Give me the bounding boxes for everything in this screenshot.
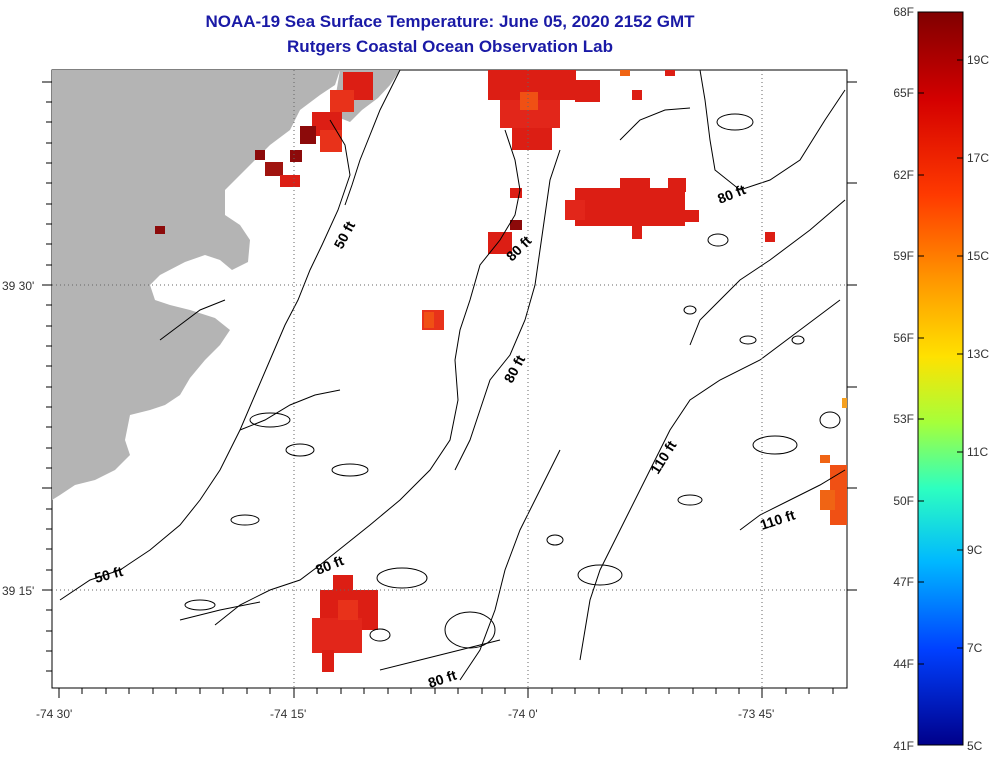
cbar-c-11: 11C xyxy=(967,445,988,459)
land-mass xyxy=(52,70,340,500)
bathymetry-contours xyxy=(59,70,846,681)
cbar-f-47: 47F xyxy=(893,575,914,589)
island-patch xyxy=(95,328,150,368)
lat-label-1: 39 30' xyxy=(2,279,34,293)
cbar-c-5: 5C xyxy=(967,739,983,753)
cbar-f-62: 62F xyxy=(893,168,914,182)
map-title: NOAA-19 Sea Surface Temperature: June 05… xyxy=(205,12,695,31)
cbar-c-7: 7C xyxy=(967,641,983,655)
lat-label-2: 39 15' xyxy=(2,584,34,598)
cbar-f-65: 65F xyxy=(893,86,914,100)
cbar-f-50: 50F xyxy=(893,494,914,508)
cbar-f-68: 68F xyxy=(893,5,914,19)
cbar-c-17: 17C xyxy=(967,151,989,165)
cbar-c-19: 19C xyxy=(967,53,989,67)
lon-label-3: -74 0' xyxy=(508,707,538,721)
colorbar-ticks xyxy=(918,59,963,665)
colorbar xyxy=(917,11,964,746)
lon-label-2: -74 15' xyxy=(270,707,306,721)
cbar-c-13: 13C xyxy=(967,347,989,361)
tick-marks xyxy=(42,81,857,698)
graticule xyxy=(52,70,847,688)
cbar-c-15: 15C xyxy=(967,249,989,263)
lon-label-1: -74 30' xyxy=(36,707,72,721)
contour-label-80ft-south: 80 ft xyxy=(426,667,459,691)
contour-label-50ft-south: 50 ft xyxy=(93,563,125,586)
cbar-f-41: 41F xyxy=(893,739,914,753)
sst-pixels xyxy=(155,70,847,672)
cbar-f-56: 56F xyxy=(893,331,914,345)
cbar-f-44: 44F xyxy=(893,657,914,671)
map-subtitle: Rutgers Coastal Ocean Observation Lab xyxy=(287,37,613,56)
lon-label-4: -73 45' xyxy=(738,707,774,721)
cbar-f-53: 53F xyxy=(893,412,914,426)
cbar-f-59: 59F xyxy=(893,249,914,263)
cbar-c-9: 9C xyxy=(967,543,983,557)
